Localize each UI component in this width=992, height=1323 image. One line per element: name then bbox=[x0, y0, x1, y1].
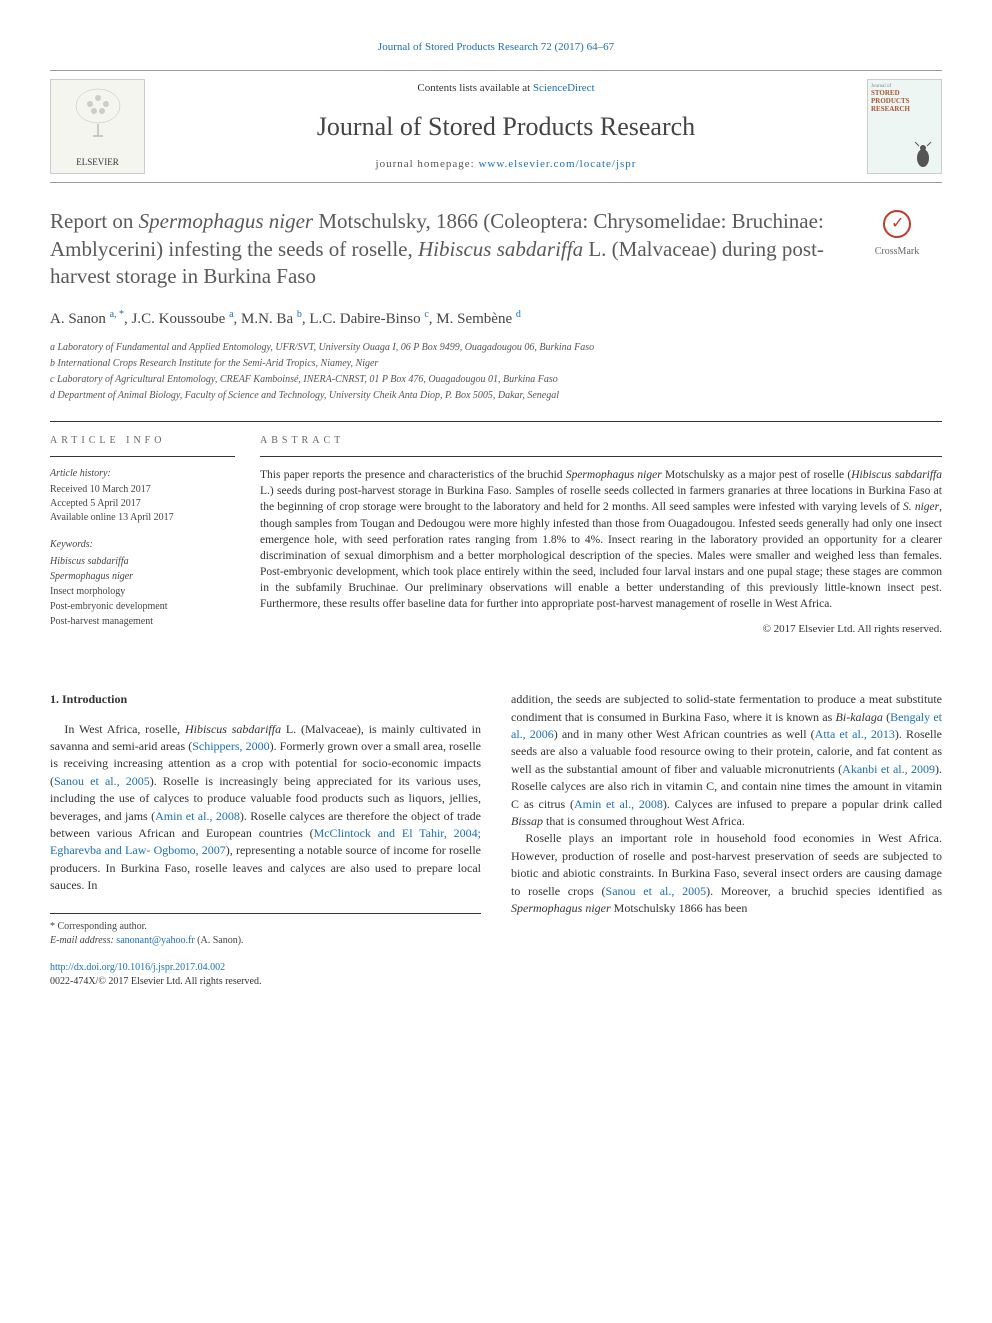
corresponding-author-note: * Corresponding author. bbox=[50, 920, 481, 935]
affiliation: a Laboratory of Fundamental and Applied … bbox=[50, 340, 942, 355]
crossmark-label: CrossMark bbox=[875, 246, 919, 257]
article-info-column: ARTICLE INFO Article history: Received 1… bbox=[50, 434, 260, 641]
author-email-link[interactable]: sanonant@yahoo.fr bbox=[116, 935, 194, 946]
article-title: Report on Spermophagus niger Motschulsky… bbox=[50, 208, 837, 290]
contents-prefix: Contents lists available at bbox=[417, 82, 532, 94]
affiliations: a Laboratory of Fundamental and Applied … bbox=[50, 340, 942, 403]
sciencedirect-link[interactable]: ScienceDirect bbox=[533, 82, 595, 94]
body-paragraph: addition, the seeds are subjected to sol… bbox=[511, 691, 942, 830]
footnotes: * Corresponding author. E-mail address: … bbox=[50, 913, 481, 949]
keyword: Spermophagus niger bbox=[50, 569, 235, 584]
abstract-copyright: © 2017 Elsevier Ltd. All rights reserved… bbox=[260, 622, 942, 637]
contents-available-line: Contents lists available at ScienceDirec… bbox=[145, 81, 867, 96]
elsevier-tree-icon bbox=[68, 86, 128, 156]
abstract-text: This paper reports the presence and char… bbox=[260, 467, 942, 612]
abstract-heading: ABSTRACT bbox=[260, 434, 942, 457]
author-list: A. Sanon a, *, J.C. Koussoube a, M.N. Ba… bbox=[50, 308, 942, 330]
history-item: Received 10 March 2017 bbox=[50, 483, 235, 497]
email-suffix: (A. Sanon). bbox=[195, 935, 244, 946]
publisher-logo: ELSEVIER bbox=[50, 79, 145, 174]
doi-link[interactable]: http://dx.doi.org/10.1016/j.jspr.2017.04… bbox=[50, 962, 225, 973]
article-info-heading: ARTICLE INFO bbox=[50, 434, 235, 457]
keyword: Hibiscus sabdariffa bbox=[50, 554, 235, 569]
journal-banner: ELSEVIER Contents lists available at Sci… bbox=[50, 70, 942, 183]
publisher-name: ELSEVIER bbox=[76, 156, 119, 169]
history-item: Accepted 5 April 2017 bbox=[50, 497, 235, 511]
history-item: Available online 13 April 2017 bbox=[50, 511, 235, 525]
email-line: E-mail address: sanonant@yahoo.fr (A. Sa… bbox=[50, 934, 481, 949]
doi-block: http://dx.doi.org/10.1016/j.jspr.2017.04… bbox=[50, 961, 481, 990]
keywords-label: Keywords: bbox=[50, 537, 235, 552]
journal-homepage-line: journal homepage: www.elsevier.com/locat… bbox=[145, 157, 867, 172]
body-column-right: addition, the seeds are subjected to sol… bbox=[511, 691, 942, 989]
affiliation: b International Crops Research Institute… bbox=[50, 356, 942, 371]
banner-center: Contents lists available at ScienceDirec… bbox=[145, 81, 867, 172]
affiliation: c Laboratory of Agricultural Entomology,… bbox=[50, 372, 942, 387]
keyword: Post-embryonic development bbox=[50, 599, 235, 614]
crossmark-badge[interactable]: CrossMark bbox=[852, 208, 942, 259]
homepage-prefix: journal homepage: bbox=[376, 158, 479, 170]
body-paragraph: Roselle plays an important role in house… bbox=[511, 830, 942, 917]
email-label: E-mail address: bbox=[50, 935, 116, 946]
journal-name: Journal of Stored Products Research bbox=[145, 109, 867, 145]
body-two-column: 1. Introduction In West Africa, roselle,… bbox=[50, 691, 942, 989]
abstract-column: ABSTRACT This paper reports the presence… bbox=[260, 434, 942, 641]
body-column-left: 1. Introduction In West Africa, roselle,… bbox=[50, 691, 481, 989]
affiliation: d Department of Animal Biology, Faculty … bbox=[50, 388, 942, 403]
section-heading-intro: 1. Introduction bbox=[50, 691, 481, 708]
journal-cover-thumbnail: Journal of STORED PRODUCTS RESEARCH bbox=[867, 79, 942, 174]
history-label: Article history: bbox=[50, 467, 235, 481]
cover-title: STORED PRODUCTS RESEARCH bbox=[871, 90, 938, 113]
journal-homepage-link[interactable]: www.elsevier.com/locate/jspr bbox=[478, 158, 636, 170]
crossmark-icon bbox=[883, 210, 911, 238]
issn-copyright: 0022-474X/© 2017 Elsevier Ltd. All right… bbox=[50, 976, 261, 987]
body-paragraph: In West Africa, roselle, Hibiscus sabdar… bbox=[50, 721, 481, 895]
keyword: Insect morphology bbox=[50, 584, 235, 599]
page-header-citation: Journal of Stored Products Research 72 (… bbox=[50, 40, 942, 55]
keyword: Post-harvest management bbox=[50, 614, 235, 629]
